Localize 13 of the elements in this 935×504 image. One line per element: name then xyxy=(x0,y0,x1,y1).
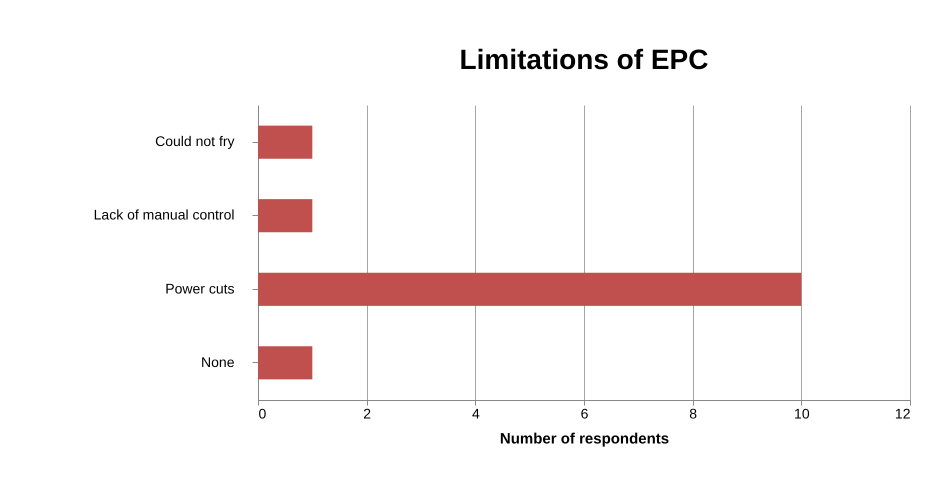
x-tick-label: 2 xyxy=(363,406,372,422)
x-tick-label: 4 xyxy=(472,406,480,422)
y-tick-label: None xyxy=(201,354,235,370)
y-tick-label: Power cuts xyxy=(165,280,234,296)
x-tick-label: 12 xyxy=(894,406,911,422)
x-axis-title: Number of respondents xyxy=(500,430,670,448)
x-tick-label: 8 xyxy=(689,406,698,422)
x-tick-label: 0 xyxy=(258,406,266,422)
y-tick-label: Could not fry xyxy=(155,133,234,150)
y-tick-label: Lack of manual control xyxy=(94,206,234,223)
chart-title: Limitations of EPC xyxy=(460,44,708,75)
x-tick-label: 6 xyxy=(580,406,589,422)
x-tick-label: 10 xyxy=(794,406,810,422)
